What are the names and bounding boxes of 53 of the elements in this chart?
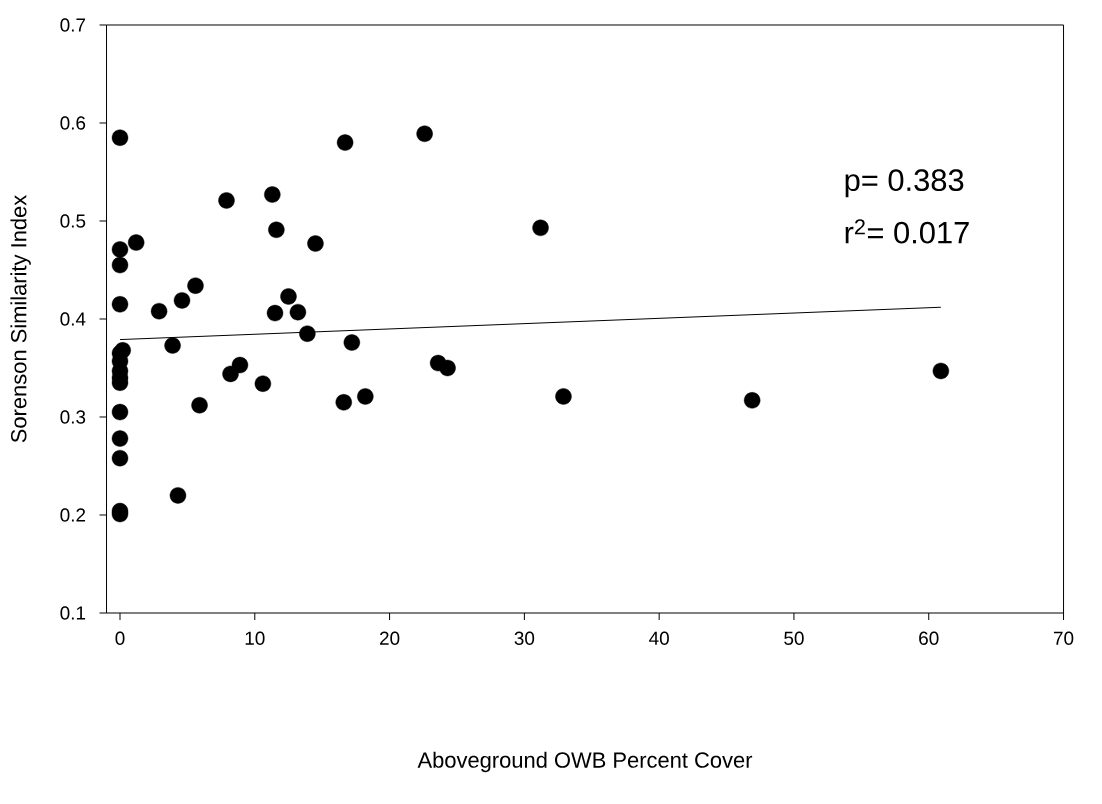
- point: [254, 375, 272, 392]
- point: [127, 234, 145, 251]
- x-tick-label: 20: [380, 631, 400, 645]
- y-tick-label: 0.6: [60, 116, 86, 130]
- point: [335, 394, 352, 411]
- point: [264, 186, 281, 203]
- y-axis-title: Sorenson Similarity Index: [10, 195, 31, 443]
- point: [743, 392, 761, 409]
- point: [111, 449, 129, 467]
- point: [336, 134, 354, 151]
- point: [111, 241, 129, 258]
- y-tick-label: 0.2: [60, 508, 86, 522]
- annotation: r$^{2}$= 0.017: [845, 219, 969, 244]
- point: [555, 388, 572, 405]
- point: [289, 303, 307, 321]
- point: [266, 304, 284, 322]
- point: [307, 235, 324, 252]
- x-tick-label: 70: [1053, 631, 1074, 645]
- point: [191, 397, 208, 414]
- x-axis-title: Aboveground OWB Percent Cover: [417, 751, 753, 773]
- point: [532, 219, 549, 237]
- point: [280, 288, 297, 305]
- point: [111, 403, 129, 421]
- x-tick-label: 0: [115, 631, 125, 645]
- point: [111, 296, 129, 313]
- point: [231, 356, 249, 374]
- x-tick-label: 60: [919, 631, 939, 645]
- point: [187, 277, 204, 294]
- point: [299, 325, 316, 342]
- point: [169, 487, 187, 504]
- x-tick-label: 40: [649, 631, 669, 645]
- y-tick-label: 0.5: [60, 214, 86, 228]
- y-tick-label: 0.4: [60, 312, 86, 326]
- point: [150, 302, 168, 320]
- point: [268, 221, 285, 239]
- point: [111, 430, 129, 447]
- annotation: p= 0.383: [845, 169, 964, 198]
- y-tick-label: 0.1: [60, 606, 86, 620]
- x-tick-label: 30: [514, 631, 535, 645]
- y-tick-label: 0.3: [60, 410, 86, 424]
- point: [111, 256, 129, 274]
- point: [173, 292, 191, 309]
- y-tick-label: 0.7: [60, 18, 86, 32]
- point: [357, 388, 374, 405]
- point: [218, 192, 235, 209]
- point: [416, 125, 433, 142]
- point: [932, 362, 950, 380]
- point: [164, 337, 181, 354]
- point: [439, 359, 456, 377]
- x-tick-label: 50: [784, 631, 804, 645]
- point: [111, 129, 129, 146]
- x-tick-label: 10: [245, 631, 265, 645]
- point: [343, 334, 361, 351]
